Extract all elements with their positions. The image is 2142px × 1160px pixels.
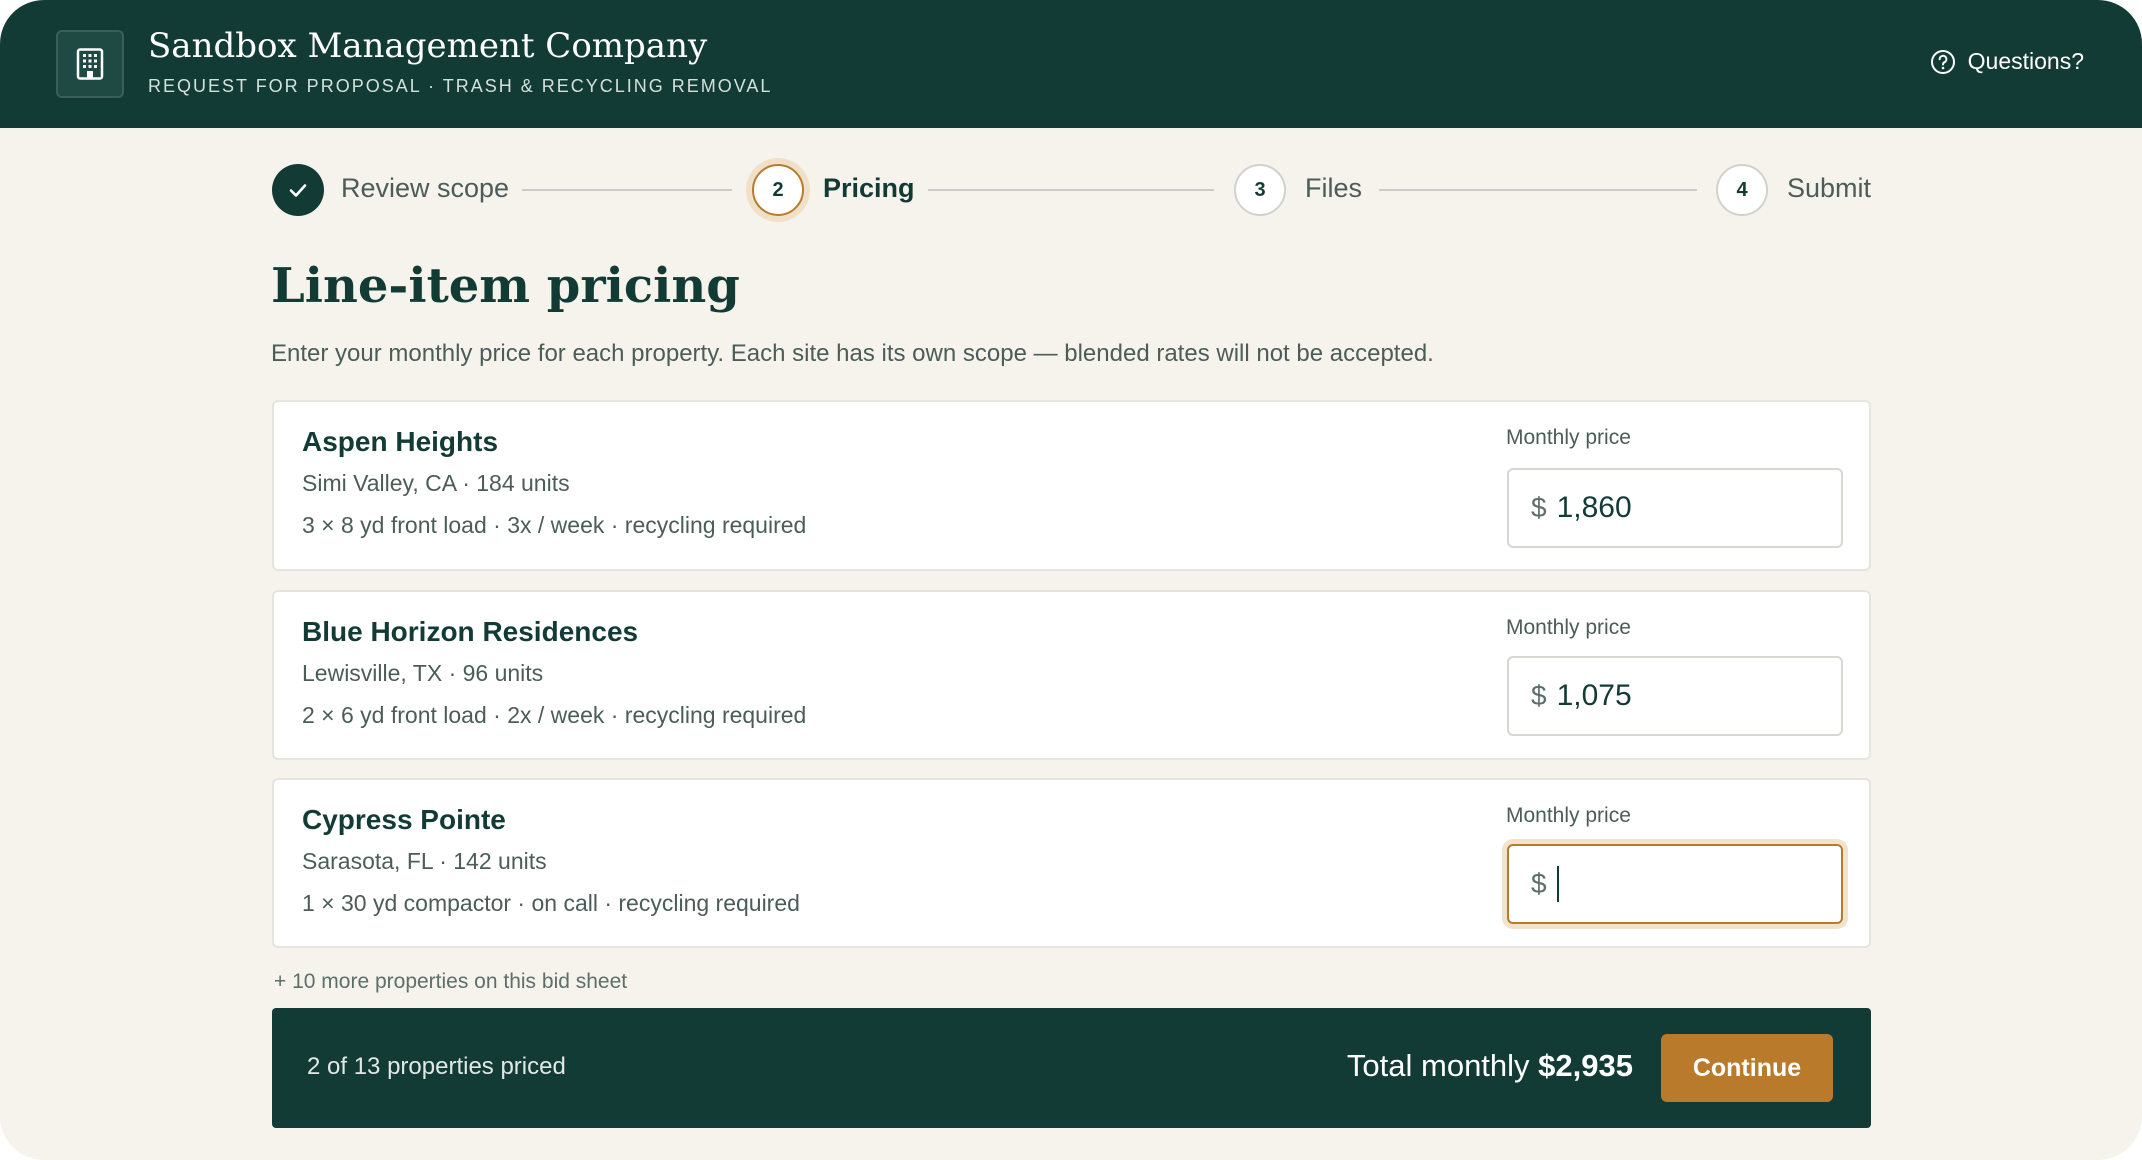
step-pricing: Pricing [823, 173, 915, 203]
property-location: Lewisville, TX · 96 units [302, 660, 544, 686]
property-name: Aspen Heights [302, 426, 499, 457]
step-2-number: 2 [752, 164, 804, 216]
monthly-price-label: Monthly price [1506, 804, 1631, 827]
step-4-number: 4 [1716, 164, 1768, 216]
currency-symbol: $ [1531, 492, 1547, 523]
help-circle-icon [1930, 49, 1955, 74]
more-properties-note: + 10 more properties on this bid sheet [274, 970, 628, 993]
currency-symbol: $ [1531, 680, 1547, 711]
property-name: Blue Horizon Residences [302, 616, 639, 647]
company-name: Sandbox Management Company [148, 26, 708, 66]
priced-count: 2 of 13 properties priced [307, 1053, 566, 1080]
page-description: Enter your monthly price for each proper… [271, 340, 1434, 367]
total-value: $2,935 [1538, 1048, 1633, 1083]
progress-stepper: Review scope 2 Pricing 3 Files 4 Submit [0, 128, 2142, 250]
step-1-complete-icon[interactable] [272, 164, 324, 216]
rfp-subtitle: REQUEST FOR PROPOSAL · TRASH & RECYCLING… [148, 76, 773, 96]
property-card: Aspen Heights Simi Valley, CA · 184 unit… [272, 400, 1871, 571]
total-label: Total monthly [1346, 1048, 1530, 1083]
property-card: Blue Horizon Residences Lewisville, TX ·… [272, 590, 1871, 760]
step-3-number: 3 [1234, 164, 1286, 216]
questions-label: Questions? [1967, 48, 2084, 74]
total-monthly: Total monthly $2,935 [1347, 1048, 1633, 1084]
questions-link[interactable]: Questions? [1930, 48, 2084, 75]
monthly-price-input[interactable] [1556, 491, 1817, 525]
property-scope: 3 × 8 yd front load · 3x / week · recycl… [302, 512, 807, 538]
property-scope: 2 × 6 yd front load · 2x / week · recycl… [302, 702, 807, 728]
step-submit: Submit [1787, 173, 1872, 203]
page-title: Line-item pricing [271, 258, 740, 314]
monthly-price-field[interactable]: $ [1507, 656, 1843, 736]
currency-symbol: $ [1531, 868, 1547, 899]
step-connector [522, 189, 732, 191]
monthly-price-field[interactable]: $ [1507, 844, 1843, 924]
property-name: Cypress Pointe [302, 804, 506, 835]
monthly-price-input[interactable] [1556, 679, 1817, 713]
property-scope: 1 × 30 yd compactor · on call · recyclin… [302, 890, 800, 916]
step-connector [1379, 189, 1697, 191]
continue-button[interactable]: Continue [1661, 1034, 1833, 1102]
monthly-price-label: Monthly price [1506, 426, 1631, 449]
pricing-summary-bar: 2 of 13 properties priced Total monthly … [272, 1008, 1871, 1128]
monthly-price-input[interactable] [1558, 867, 1799, 901]
top-header: Sandbox Management Company REQUEST FOR P… [0, 0, 2142, 128]
monthly-price-label: Monthly price [1506, 616, 1631, 639]
property-location: Sarasota, FL · 142 units [302, 848, 547, 874]
monthly-price-field[interactable]: $ [1507, 468, 1843, 548]
text-cursor [1556, 866, 1559, 902]
step-files: Files [1305, 173, 1363, 203]
property-card: Cypress Pointe Sarasota, FL · 142 units … [272, 778, 1871, 948]
property-location: Simi Valley, CA · 184 units [302, 470, 570, 496]
building-icon [56, 30, 124, 98]
step-connector [928, 189, 1214, 191]
step-review-scope[interactable]: Review scope [341, 173, 510, 203]
